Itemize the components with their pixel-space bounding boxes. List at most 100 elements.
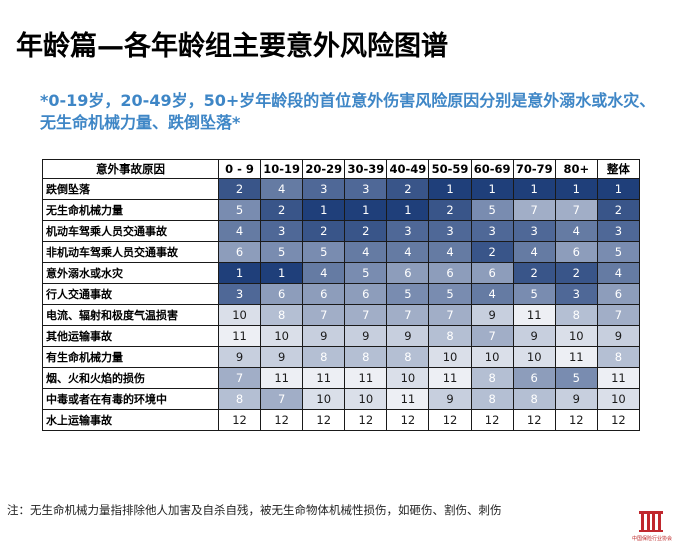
rank-cell: 9 (260, 346, 304, 368)
row-label: 其他运输事故 (42, 325, 219, 347)
rank-cell: 2 (302, 220, 346, 242)
rank-cell: 10 (470, 346, 514, 368)
association-logo-icon (639, 511, 663, 532)
rank-cell: 6 (302, 283, 346, 305)
header-col: 0 - 9 (217, 159, 262, 179)
rank-cell: 2 (428, 199, 472, 221)
rank-cell: 10 (512, 346, 556, 368)
header-col: 70-79 (512, 159, 556, 179)
rank-cell: 1 (512, 178, 556, 200)
rank-cell: 9 (217, 346, 262, 368)
rank-cell: 9 (428, 388, 472, 410)
rank-cell: 6 (217, 241, 262, 263)
table-row: 水上运输事故 12 12 12 12 12 12 12 12 12 12 (42, 409, 641, 431)
page-subtitle: *0-19岁，20-49岁，50+岁年龄段的首位意外伤害风险原因分别是意外溺水或… (40, 91, 656, 132)
rank-cell: 3 (428, 220, 472, 242)
rank-cell: 3 (386, 220, 430, 242)
rank-cell: 4 (302, 262, 346, 284)
rank-cell: 5 (386, 283, 430, 305)
rank-cell: 3 (470, 220, 514, 242)
rank-cell: 5 (512, 283, 556, 305)
rank-cell: 6 (596, 283, 641, 305)
risk-table: 意外事故原因 0 - 9 10-19 20-29 30-39 40-49 50-… (42, 159, 641, 431)
table-row: 中毒或者在有毒的环境中 8 7 10 10 11 9 8 8 9 10 (42, 388, 641, 410)
rank-cell: 2 (596, 199, 641, 221)
rank-cell: 11 (428, 367, 472, 389)
rank-cell: 2 (470, 241, 514, 263)
header-col: 30-39 (344, 159, 388, 179)
rank-cell: 10 (302, 388, 346, 410)
rank-cell: 9 (512, 325, 556, 347)
rank-cell: 8 (470, 388, 514, 410)
rank-cell: 10 (260, 325, 304, 347)
row-label: 水上运输事故 (42, 409, 219, 431)
rank-cell: 8 (596, 346, 641, 368)
rank-cell: 7 (596, 304, 641, 326)
rank-cell: 8 (217, 388, 262, 410)
table-row: 有生命机械力量 9 9 8 8 8 10 10 10 11 8 (42, 346, 641, 368)
rank-cell: 9 (386, 325, 430, 347)
table-row: 烟、火和火焰的损伤 7 11 11 11 10 11 8 6 5 11 (42, 367, 641, 389)
rank-cell: 10 (344, 388, 388, 410)
rank-cell: 12 (512, 409, 556, 431)
rank-cell: 7 (554, 199, 598, 221)
rank-cell: 1 (428, 178, 472, 200)
rank-cell: 4 (512, 241, 556, 263)
rank-cell: 11 (260, 367, 304, 389)
row-label: 无生命机械力量 (42, 199, 219, 221)
row-label: 跌倒坠落 (42, 178, 219, 200)
table-row: 行人交通事故 3 6 6 6 5 5 4 5 3 6 (42, 283, 641, 305)
row-label: 意外溺水或水灾 (42, 262, 219, 284)
rank-cell: 12 (217, 409, 262, 431)
rank-cell: 5 (217, 199, 262, 221)
rank-cell: 12 (554, 409, 598, 431)
rank-cell: 6 (428, 262, 472, 284)
row-label: 烟、火和火焰的损伤 (42, 367, 219, 389)
table-row: 机动车驾乘人员交通事故 4 3 2 2 3 3 3 3 4 3 (42, 220, 641, 242)
rank-cell: 7 (386, 304, 430, 326)
header-col: 10-19 (260, 159, 304, 179)
rank-cell: 7 (302, 304, 346, 326)
row-label: 电流、辐射和极度气温损害 (42, 304, 219, 326)
rank-cell: 10 (386, 367, 430, 389)
rank-cell: 9 (596, 325, 641, 347)
table-row: 意外溺水或水灾 1 1 4 5 6 6 6 2 2 4 (42, 262, 641, 284)
rank-cell: 4 (554, 220, 598, 242)
rank-cell: 5 (596, 241, 641, 263)
header-col: 整体 (596, 159, 641, 179)
rank-cell: 8 (470, 367, 514, 389)
row-label: 有生命机械力量 (42, 346, 219, 368)
rank-cell: 6 (386, 262, 430, 284)
rank-cell: 3 (596, 220, 641, 242)
rank-cell: 6 (260, 283, 304, 305)
row-label: 行人交通事故 (42, 283, 219, 305)
rank-cell: 11 (217, 325, 262, 347)
rank-cell: 11 (554, 346, 598, 368)
rank-cell: 6 (470, 262, 514, 284)
rank-cell: 1 (344, 199, 388, 221)
rank-cell: 5 (470, 199, 514, 221)
rank-cell: 11 (344, 367, 388, 389)
rank-cell: 4 (260, 178, 304, 200)
rank-cell: 4 (470, 283, 514, 305)
table-row: 电流、辐射和极度气温损害 10 8 7 7 7 7 9 11 8 7 (42, 304, 641, 326)
rank-cell: 3 (260, 220, 304, 242)
rank-cell: 11 (512, 304, 556, 326)
rank-cell: 2 (386, 178, 430, 200)
rank-cell: 8 (260, 304, 304, 326)
footnote: 注：无生命机械力量指排除他人加害及自杀自残，被无生命物体机械性损伤，如砸伤、割伤… (7, 503, 502, 517)
rank-cell: 3 (344, 178, 388, 200)
rank-cell: 8 (512, 388, 556, 410)
rank-cell: 2 (260, 199, 304, 221)
rank-cell: 7 (260, 388, 304, 410)
header-col: 20-29 (302, 159, 346, 179)
rank-cell: 1 (554, 178, 598, 200)
rank-cell: 12 (302, 409, 346, 431)
header-col: 40-49 (386, 159, 430, 179)
rank-cell: 4 (386, 241, 430, 263)
rank-cell: 11 (302, 367, 346, 389)
header-cause: 意外事故原因 (42, 159, 219, 179)
rank-cell: 1 (386, 199, 430, 221)
rank-cell: 9 (470, 304, 514, 326)
header-col: 80+ (554, 159, 598, 179)
